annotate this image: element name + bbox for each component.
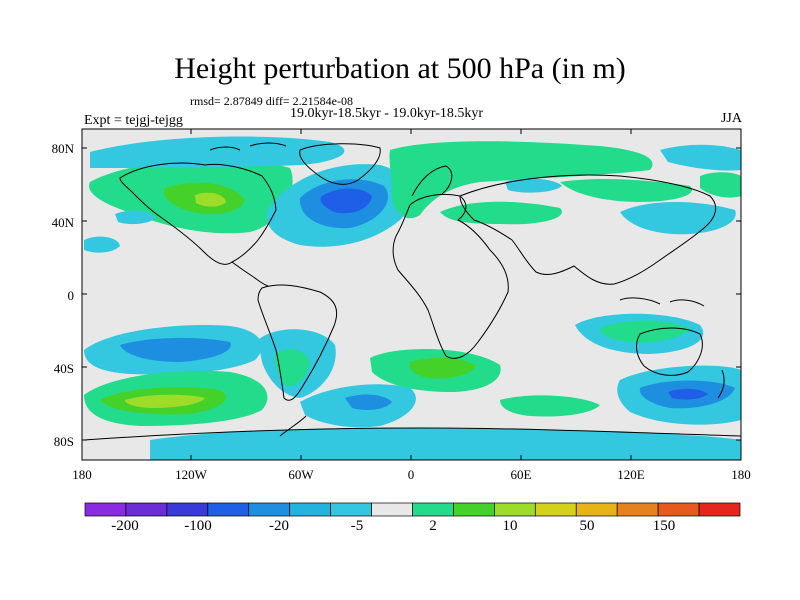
colorbar-label-3: -5: [350, 518, 364, 534]
coastline-antarctic-peninsula: [279, 415, 307, 437]
lat-label-80s: 80S: [53, 434, 74, 449]
colorbar-label-7: 150: [652, 518, 676, 534]
axis-ticks: [82, 129, 741, 460]
experiment-label: Expt = tejgj-tejgg: [84, 113, 183, 128]
coastline-south-america: [257, 284, 338, 401]
colorbar-swatch-12: [575, 502, 618, 517]
colorbar-swatch-8: [412, 502, 454, 517]
coastline-north-america: [119, 162, 277, 265]
colorbar-swatch-15: [698, 502, 741, 517]
colorbar-label-5: 10: [502, 518, 518, 534]
season-label: JJA: [720, 111, 742, 126]
lon-label-180w: 180: [72, 467, 92, 482]
colorbar-swatch-1: [125, 502, 168, 517]
colorbar-swatch-7: [371, 502, 413, 517]
colorbar-swatch-4: [248, 502, 291, 517]
colorbar: [84, 502, 741, 517]
contour-midblue-satl: [345, 394, 392, 410]
contour-darkblue-aus: [668, 388, 708, 400]
lat-label-0: 0: [67, 288, 75, 303]
colorbar-swatch-13: [616, 502, 659, 517]
contour-lightblue-pac2: [84, 236, 120, 253]
coastline-scandinavia: [411, 165, 453, 197]
stats-text: rmsd= 2.87849 diff= 2.21584e-08: [190, 94, 353, 108]
contour-green-sam: [274, 349, 310, 387]
contour-yellowgreen-na: [195, 192, 226, 207]
colorbar-swatch-9: [453, 502, 495, 517]
coastline-nz: [717, 369, 725, 399]
contour-green-eurasia2: [440, 201, 562, 225]
colorbar-swatch-6: [330, 502, 372, 517]
colorbar-label-6: 50: [579, 518, 595, 534]
coastline-central-america: [231, 261, 269, 287]
lon-label-180e: 180: [731, 467, 751, 482]
contour-midblue-spac: [120, 337, 231, 362]
plot-title: Height perturbation at 500 hPa (in m): [174, 52, 626, 85]
coastline-australia: [636, 327, 703, 376]
colorbar-label-2: -20: [269, 518, 289, 534]
contour-lightblue-npac: [115, 210, 155, 225]
contour-brightgreen-safrica: [409, 357, 476, 379]
contour-lightblue-asia: [620, 202, 736, 235]
coastline-asia: [459, 174, 717, 285]
colorbar-label-1: -100: [184, 518, 212, 534]
coastline-antarctica: [83, 427, 741, 441]
lon-label-120e: 120E: [617, 467, 645, 482]
colorbar-swatch-5: [289, 502, 331, 517]
lon-label-120w: 120W: [175, 467, 207, 482]
contour-green-so-e: [500, 395, 600, 417]
colorbar-swatch-3: [207, 502, 250, 517]
coastline-indonesia: [619, 297, 705, 307]
contour-green-eurasia: [389, 141, 653, 219]
lon-label-60e: 60E: [510, 467, 532, 482]
lat-label-40n: 40N: [51, 215, 74, 230]
colorbar-label-0: -200: [111, 518, 139, 534]
colorbar-swatch-0: [84, 502, 127, 517]
coastlines: [83, 142, 741, 441]
colorbar-swatch-14: [657, 502, 700, 517]
colorbar-swatch-11: [534, 502, 577, 517]
lon-label-60w: 60W: [288, 467, 314, 482]
coastline-europe-africa: [392, 193, 509, 359]
coastline-greenland: [299, 143, 381, 185]
lat-label-40s: 40S: [53, 361, 74, 376]
contour-yellowgreen-sp: [125, 394, 205, 408]
contour-fields: [84, 136, 741, 460]
coastline-arctic-islands: [209, 142, 287, 151]
contour-lightblue-siberia: [505, 178, 562, 193]
colorbar-label-4: 2: [429, 518, 437, 534]
contour-lightblue-arctic-e: [660, 144, 741, 171]
colorbar-swatch-10: [494, 502, 536, 517]
contour-green-east-asia: [560, 179, 692, 202]
contour-green-io: [600, 320, 690, 343]
colorbar-swatch-2: [166, 502, 209, 517]
contour-green-nwpac: [700, 172, 741, 198]
lat-label-80n: 80N: [51, 141, 74, 156]
lon-label-0: 0: [407, 467, 415, 482]
contour-lightblue-so: [150, 428, 741, 460]
contour-darkblue-natl: [320, 188, 372, 214]
period-text: 19.0kyr-18.5kyr - 19.0kyr-18.5kyr: [290, 106, 484, 121]
